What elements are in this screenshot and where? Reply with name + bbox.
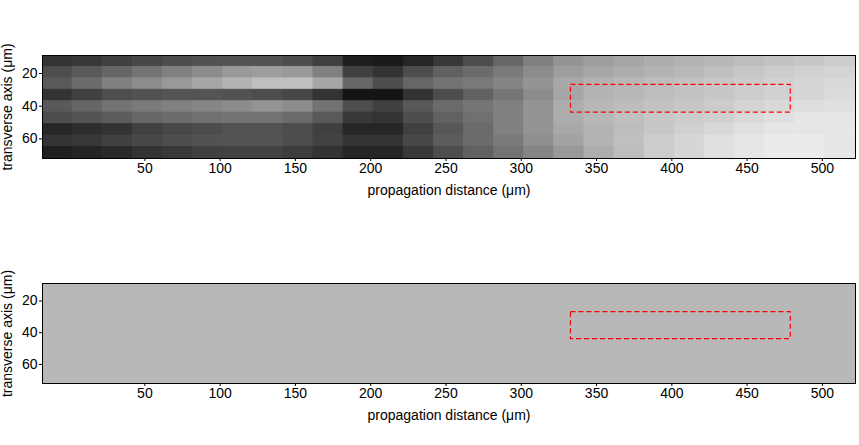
svg-text:propagation distance (μm): propagation distance (μm): [368, 182, 531, 198]
svg-text:350: 350: [585, 385, 609, 401]
svg-text:60: 60: [22, 356, 38, 372]
svg-text:300: 300: [510, 385, 534, 401]
svg-text:40: 40: [22, 324, 38, 340]
svg-text:transverse axis (μm): transverse axis (μm): [0, 270, 15, 397]
svg-text:450: 450: [735, 385, 759, 401]
svg-text:50: 50: [137, 160, 153, 176]
svg-text:transverse axis (μm): transverse axis (μm): [0, 43, 15, 170]
svg-text:100: 100: [208, 385, 232, 401]
svg-text:100: 100: [208, 160, 232, 176]
svg-text:400: 400: [660, 385, 684, 401]
svg-text:propagation distance (μm): propagation distance (μm): [368, 407, 531, 423]
svg-text:40: 40: [22, 98, 38, 114]
svg-text:250: 250: [434, 160, 458, 176]
svg-text:250: 250: [434, 385, 458, 401]
svg-text:300: 300: [510, 160, 534, 176]
svg-text:60: 60: [22, 130, 38, 146]
svg-text:200: 200: [359, 160, 383, 176]
svg-text:150: 150: [284, 385, 308, 401]
svg-text:350: 350: [585, 160, 609, 176]
svg-text:450: 450: [735, 160, 759, 176]
svg-text:500: 500: [811, 385, 835, 401]
svg-text:20: 20: [22, 292, 38, 308]
svg-text:150: 150: [284, 160, 308, 176]
svg-text:20: 20: [22, 65, 38, 81]
svg-text:50: 50: [137, 385, 153, 401]
svg-text:400: 400: [660, 160, 684, 176]
svg-text:500: 500: [811, 160, 835, 176]
svg-text:200: 200: [359, 385, 383, 401]
